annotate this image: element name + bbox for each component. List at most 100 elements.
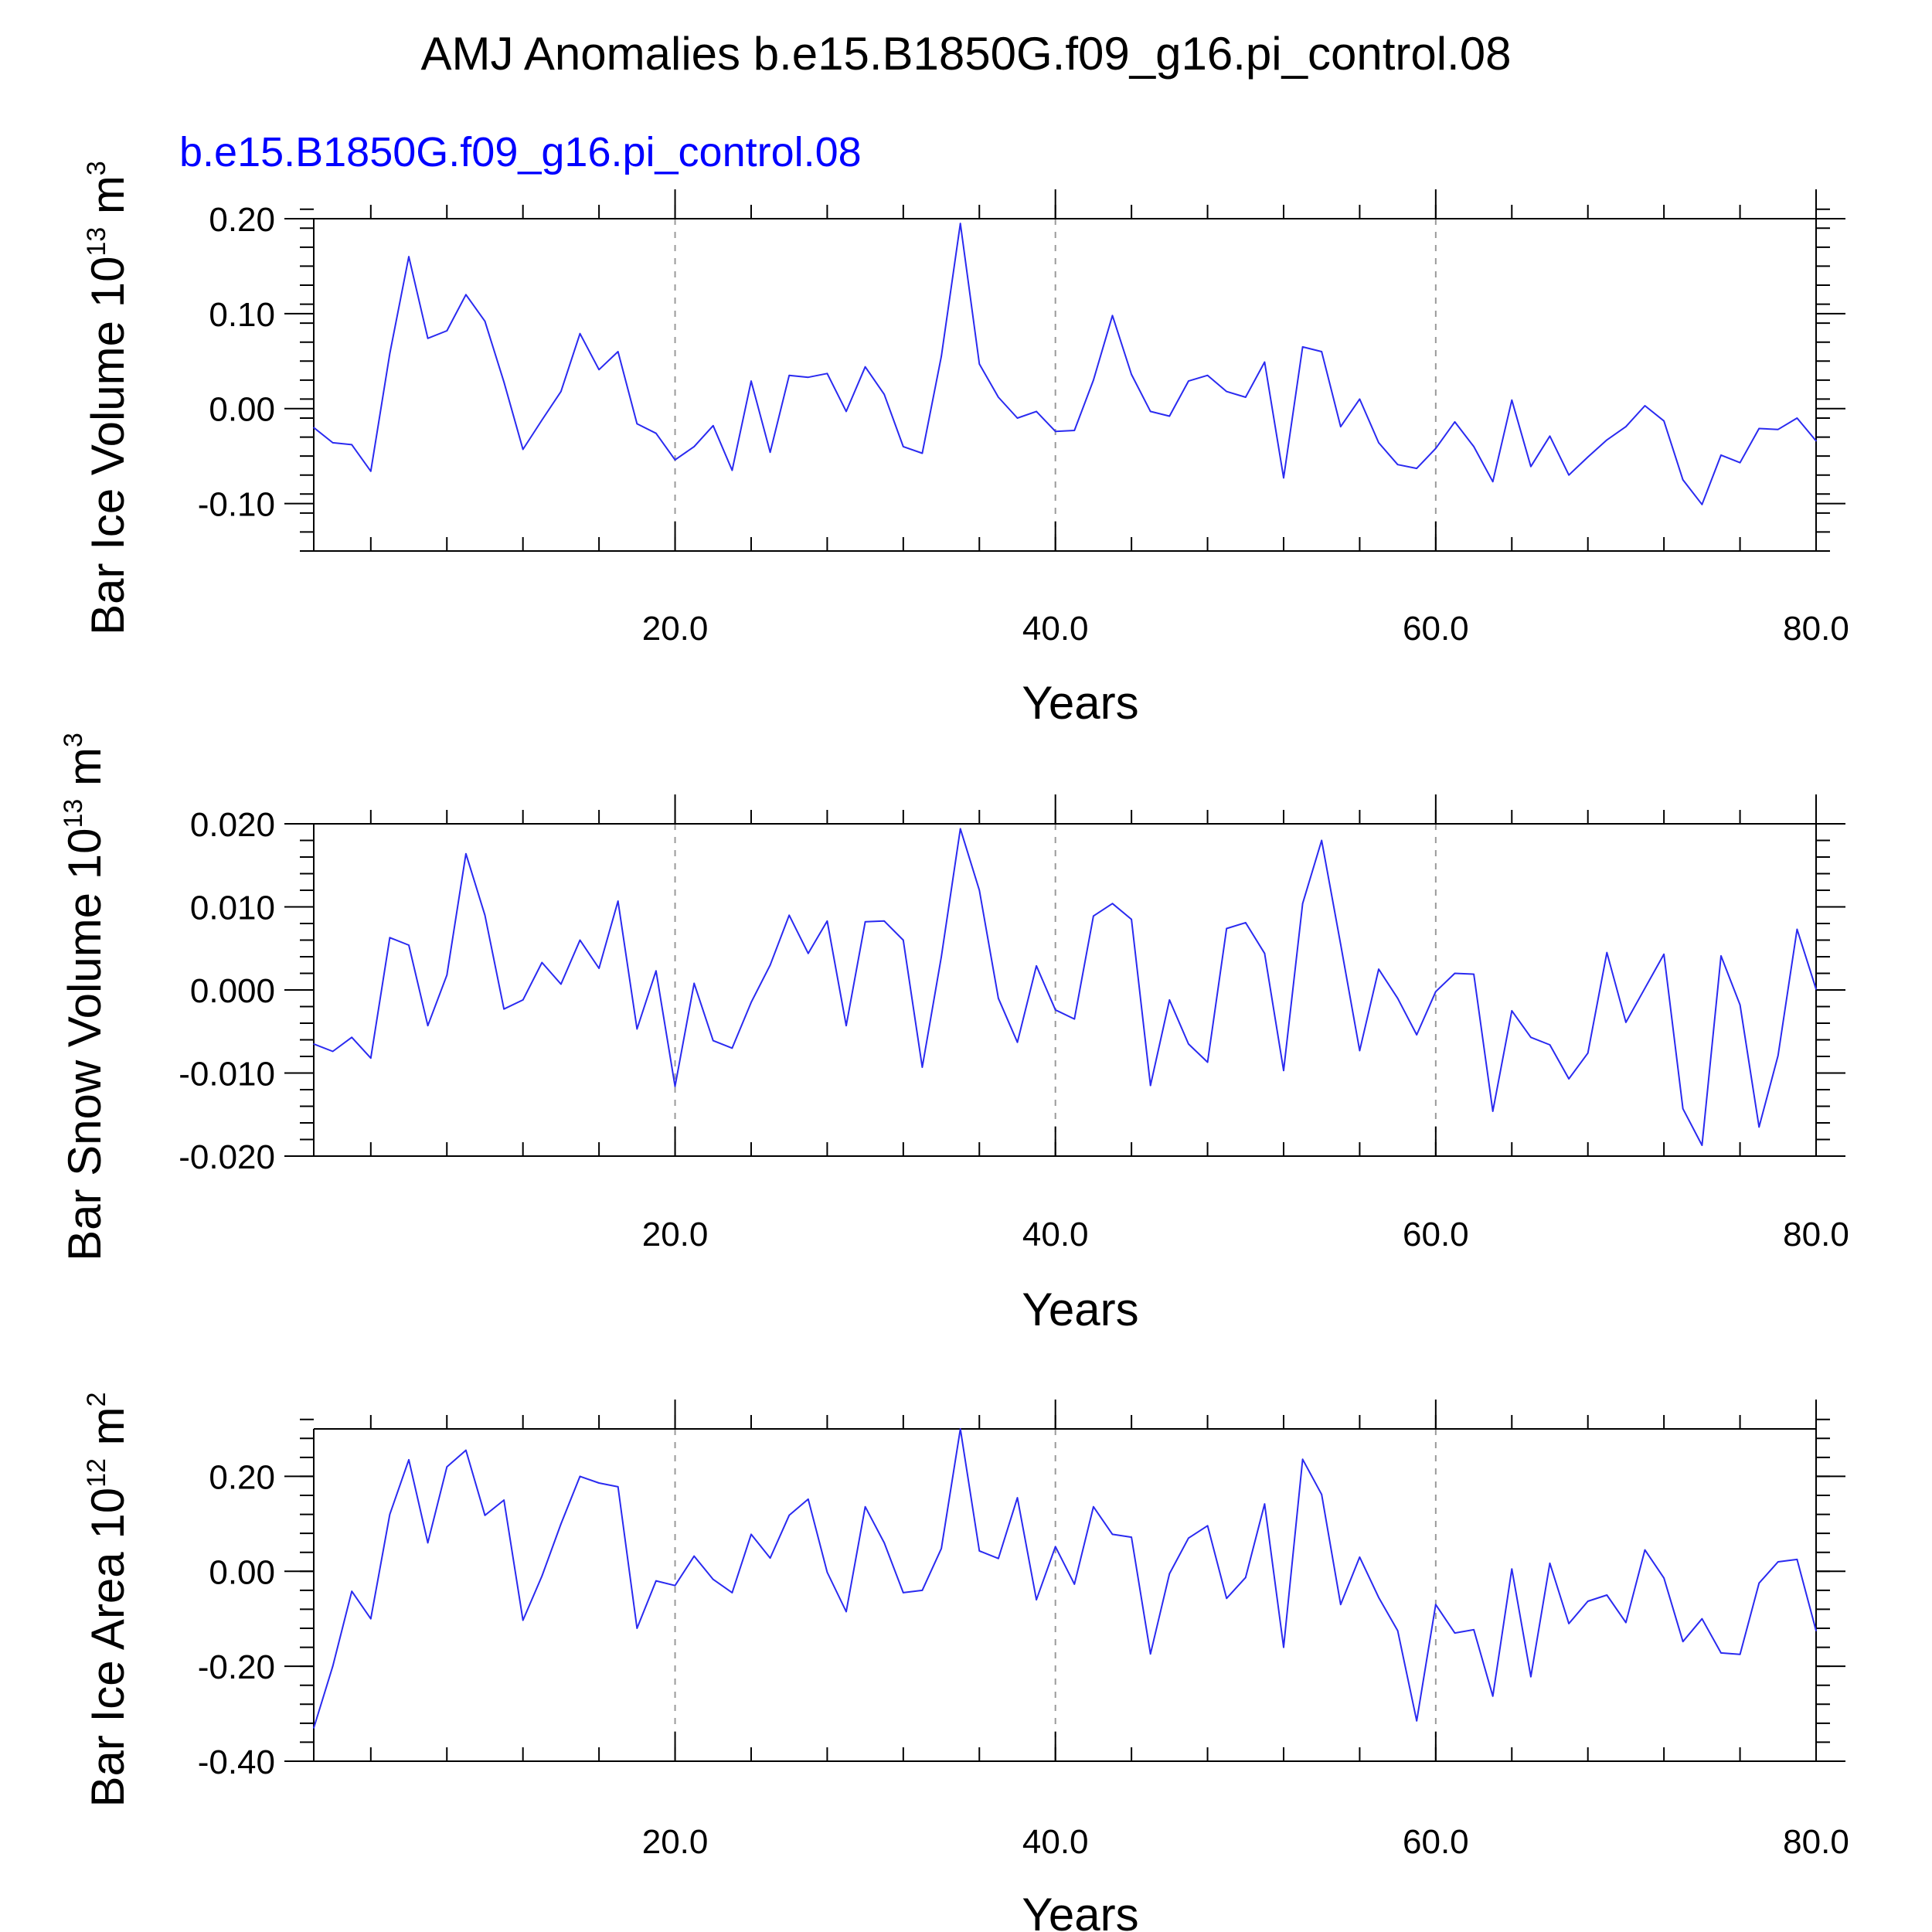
- data-point: [1454, 1632, 1456, 1634]
- data-point: [1378, 442, 1379, 444]
- data-point: [389, 937, 391, 939]
- data-point: [598, 1482, 600, 1484]
- data-point: [1720, 1652, 1722, 1654]
- data-point: [1720, 454, 1722, 456]
- data-point: [351, 444, 353, 446]
- data-point: [1036, 410, 1037, 413]
- data-point: [959, 828, 961, 830]
- data-point: [713, 425, 714, 427]
- data-point: [1625, 1621, 1627, 1624]
- x-tick-label: 80.0: [1783, 1216, 1849, 1253]
- data-point: [1245, 922, 1247, 923]
- data-point: [1264, 1503, 1266, 1505]
- data-point: [1131, 1536, 1132, 1538]
- x-axis-title: Years: [1022, 677, 1138, 729]
- data-point: [903, 939, 904, 941]
- data-point: [1073, 1583, 1076, 1585]
- x-tick-label: 80.0: [1783, 610, 1849, 648]
- data-point: [1568, 1078, 1570, 1080]
- data-point: [1321, 1494, 1322, 1495]
- data-point: [541, 419, 543, 421]
- data-point: [1796, 417, 1798, 419]
- data-point: [579, 332, 581, 335]
- data-point: [883, 393, 885, 396]
- data-point: [1131, 918, 1132, 920]
- data-point: [370, 471, 372, 472]
- data-point: [921, 1066, 923, 1068]
- y-axis-title: Bar Snow Volume 1013 m3: [59, 733, 111, 1261]
- data-point: [883, 920, 885, 922]
- data-point: [1435, 991, 1437, 992]
- data-point: [750, 380, 752, 382]
- data-point: [750, 1533, 752, 1536]
- data-point: [1016, 1497, 1019, 1498]
- y-tick-label: -0.40: [198, 1743, 275, 1781]
- data-point: [845, 1025, 847, 1026]
- data-point: [959, 1428, 961, 1430]
- data-point: [674, 459, 676, 461]
- x-tick-label: 20.0: [642, 1216, 709, 1253]
- y-tick-label: 0.10: [209, 296, 275, 334]
- data-point: [351, 1036, 353, 1039]
- data-point: [1739, 1004, 1741, 1006]
- data-point: [921, 452, 923, 454]
- data-point: [1301, 903, 1304, 904]
- data-point: [750, 1002, 752, 1003]
- data-point: [940, 355, 942, 357]
- data-point: [1321, 351, 1322, 352]
- data-point: [1587, 1600, 1589, 1602]
- data-point: [674, 1085, 676, 1087]
- data-point: [1111, 903, 1114, 904]
- data-point: [465, 294, 467, 296]
- data-point: [1340, 944, 1342, 945]
- data-point: [427, 338, 429, 339]
- data-point: [1036, 965, 1037, 967]
- data-point: [541, 1575, 543, 1577]
- data-point: [1131, 373, 1132, 376]
- data-point: [484, 320, 486, 322]
- data-point: [826, 372, 828, 375]
- data-point: [693, 982, 695, 985]
- data-point: [769, 964, 771, 966]
- data-point: [598, 968, 600, 969]
- data-point: [503, 381, 505, 383]
- data-point: [713, 1039, 714, 1042]
- figure-title: AMJ Anomalies b.e15.B1850G.f09_g16.pi_co…: [421, 28, 1512, 80]
- data-point: [1530, 1675, 1532, 1678]
- data-point: [1549, 1563, 1551, 1564]
- data-point: [1016, 1041, 1019, 1043]
- data-point: [1568, 1623, 1570, 1624]
- data-point: [1758, 1582, 1760, 1584]
- y-tick-label: -0.20: [198, 1648, 275, 1686]
- data-point: [1606, 1594, 1608, 1596]
- data-point: [1206, 1061, 1209, 1063]
- data-point: [808, 952, 809, 954]
- y-tick-label: 0.00: [209, 1553, 275, 1591]
- x-tick-label: 80.0: [1783, 1823, 1849, 1861]
- data-point: [313, 1727, 315, 1729]
- data-point: [1473, 1629, 1475, 1631]
- data-point: [1587, 1052, 1589, 1054]
- data-point: [636, 423, 638, 425]
- x-tick-label: 60.0: [1403, 1823, 1469, 1861]
- data-point: [560, 1523, 562, 1525]
- data-point: [1168, 999, 1171, 1001]
- data-point: [1168, 1573, 1171, 1575]
- data-point: [1644, 988, 1646, 989]
- data-point: [1454, 421, 1456, 423]
- data-point: [1416, 1720, 1417, 1722]
- data-point: [788, 1515, 790, 1516]
- data-point: [1682, 1641, 1684, 1642]
- data-point: [617, 351, 619, 352]
- data-point: [446, 974, 448, 976]
- data-point: [1663, 1577, 1665, 1579]
- data-point: [1777, 428, 1779, 430]
- data-point: [731, 1047, 733, 1049]
- data-point: [1758, 1126, 1760, 1128]
- data-point: [1682, 1107, 1684, 1110]
- data-point: [1226, 1597, 1227, 1600]
- data-point: [332, 1050, 334, 1053]
- data-point: [617, 1486, 619, 1488]
- data-point: [769, 1557, 771, 1559]
